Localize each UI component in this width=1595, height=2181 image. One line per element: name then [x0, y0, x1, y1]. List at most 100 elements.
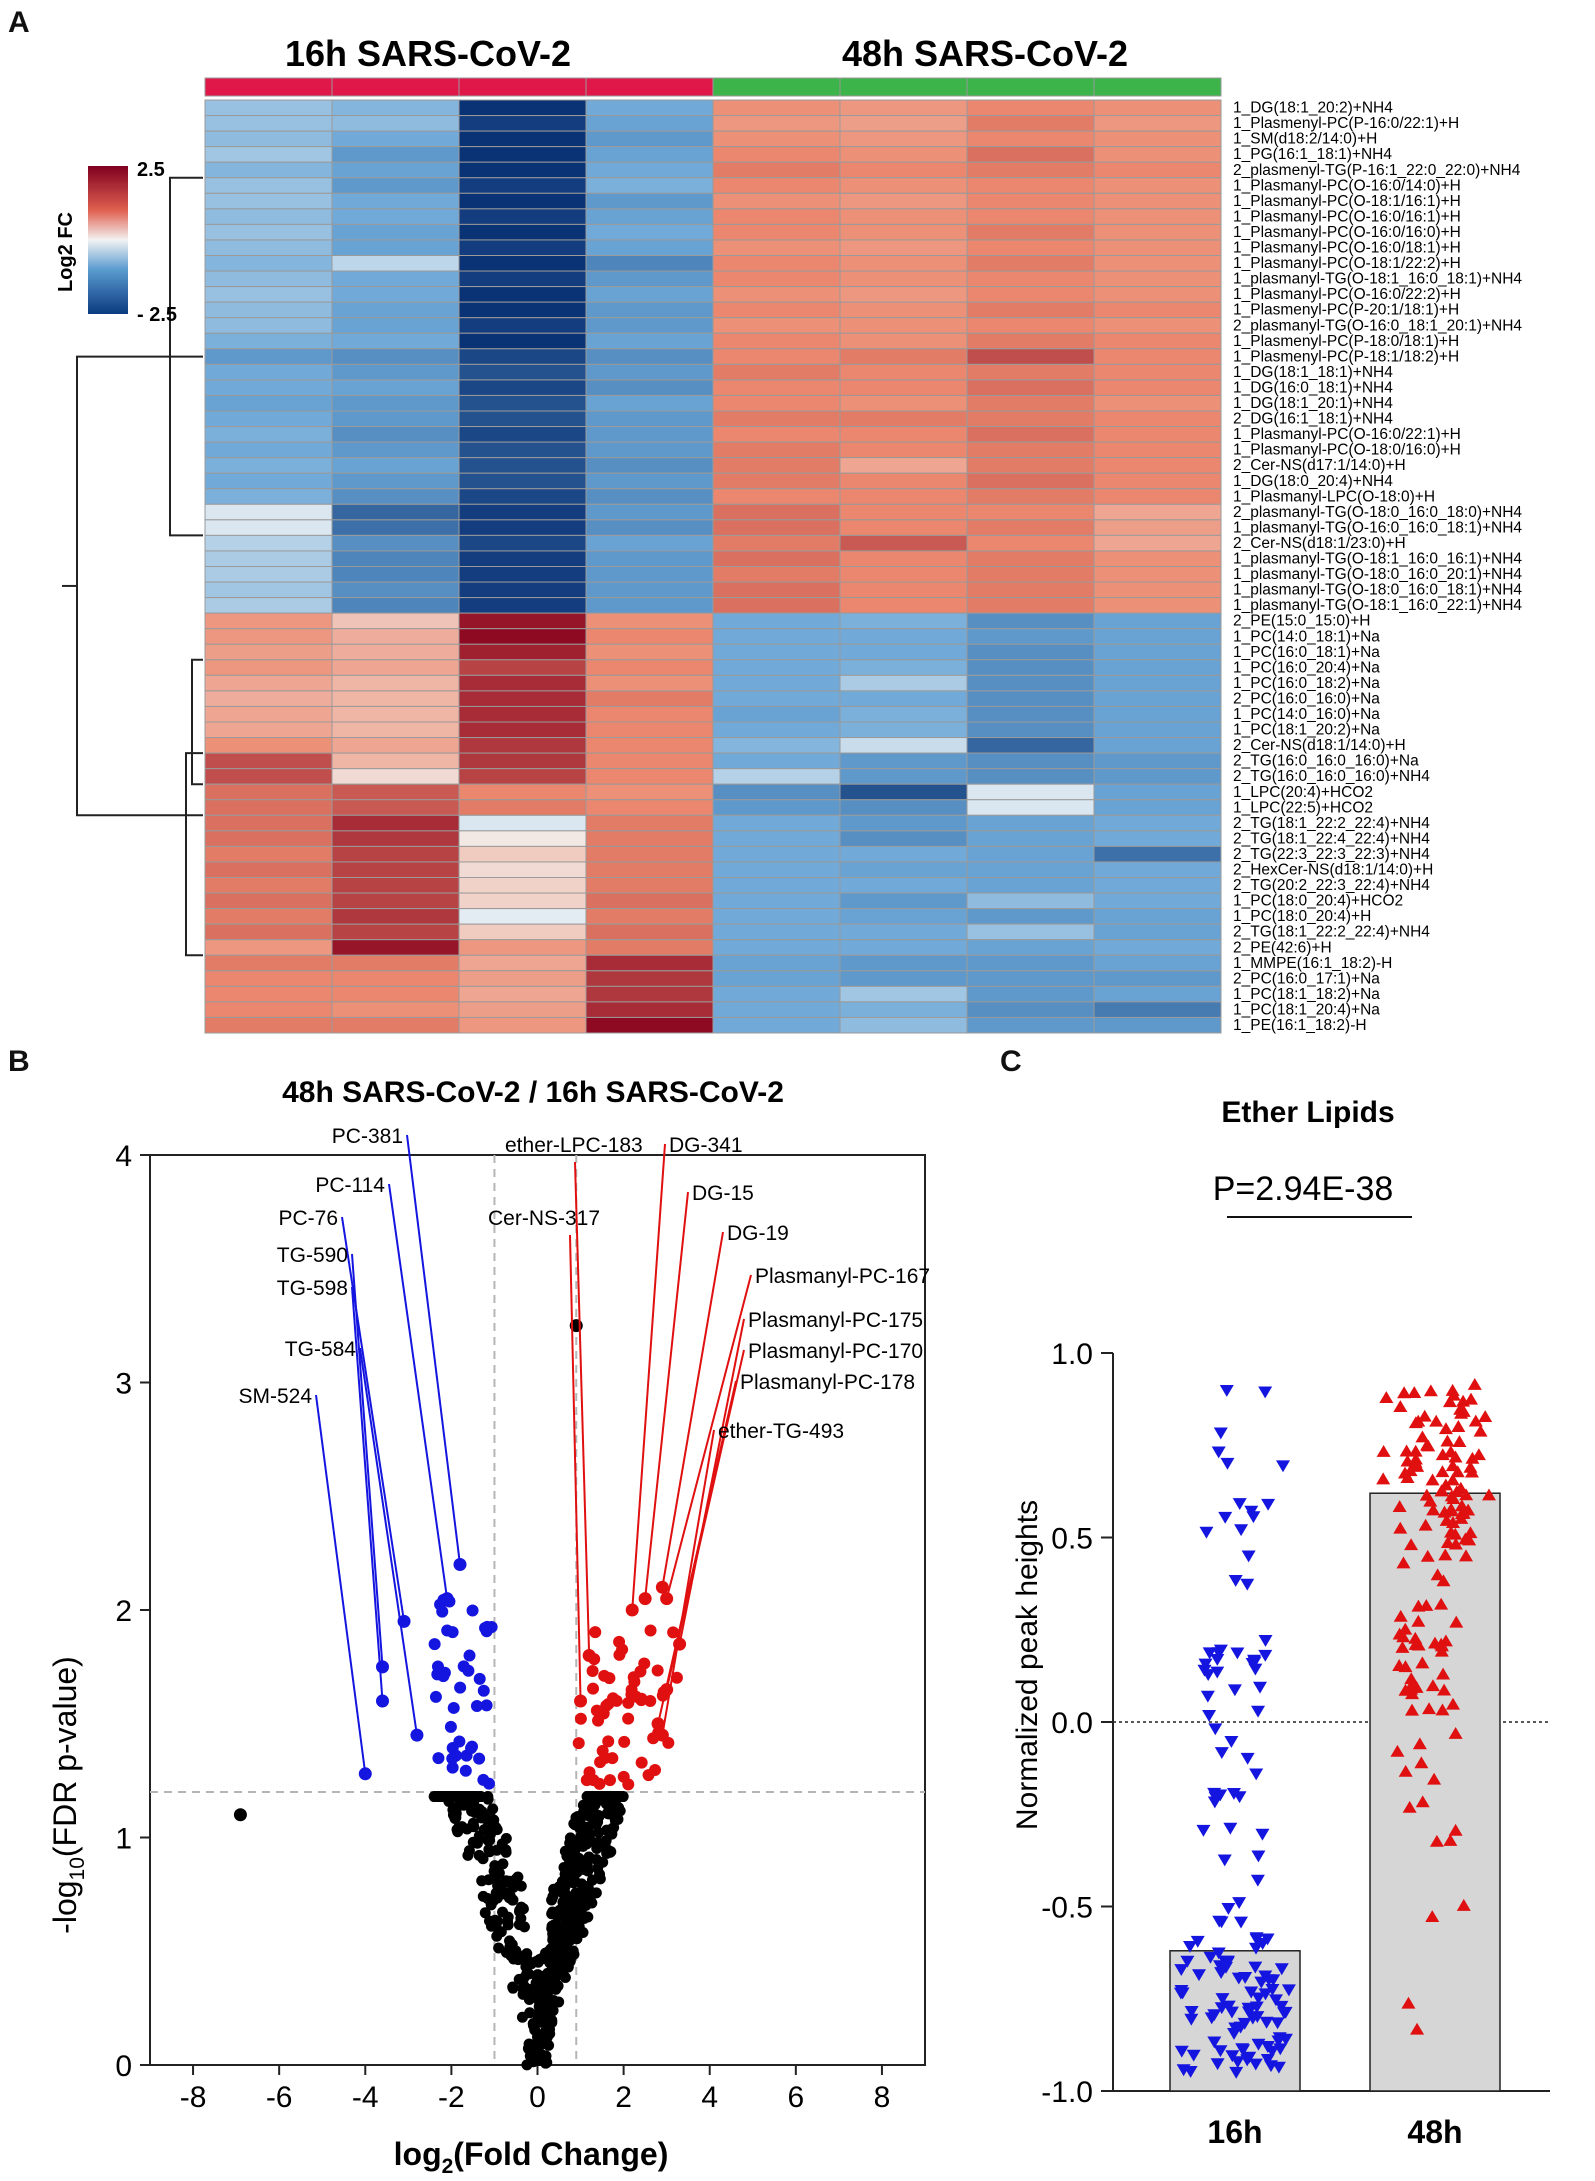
heatmap-cell — [585, 270, 714, 288]
heatmap-cell — [966, 1001, 1095, 1018]
heatmap-row-label: 1_DG(18:1_20:1)+NH4 — [1233, 395, 1393, 412]
heatmap-cell — [331, 861, 460, 879]
triangle-point-48h — [1407, 1386, 1422, 1399]
heatmap-row-label: 1_Plasmanyl-LPC(O-18:0)+H — [1233, 488, 1435, 505]
heatmap-cell — [966, 877, 1095, 894]
triangle-point-48h — [1393, 1521, 1408, 1534]
heatmap-cell — [331, 877, 460, 894]
heatmap-cell — [966, 161, 1095, 179]
heatmap-cell — [331, 690, 460, 707]
data-point-up — [622, 1712, 635, 1725]
triangle-point-16h — [1277, 2007, 1292, 2020]
heatmap-cell — [458, 161, 587, 179]
heatmap-cell — [1093, 612, 1222, 630]
data-point-up — [670, 1671, 683, 1684]
heatmap-cell — [585, 985, 714, 1003]
heatmap-cell — [839, 908, 968, 925]
triangle-point-16h — [1214, 2002, 1229, 2015]
heatmap-cell — [585, 814, 714, 832]
heatmap-cell — [1093, 410, 1222, 428]
heatmap-cell — [712, 877, 841, 894]
heatmap-cell — [458, 970, 587, 987]
triangle-point-48h — [1398, 1764, 1413, 1777]
heatmap-cell — [331, 659, 460, 676]
heatmap-cell — [966, 628, 1095, 645]
heatmap-cell — [966, 783, 1095, 801]
heatmap-cell — [585, 845, 714, 863]
triangle-point-16h — [1213, 1427, 1228, 1440]
heatmap-cell — [585, 970, 714, 987]
group-color-bar — [204, 77, 333, 97]
data-point — [597, 1856, 609, 1868]
heatmap-row-label: 2_Cer-NS(d17:1/14:0)+H — [1233, 457, 1406, 474]
heatmap-cell — [712, 503, 841, 521]
heatmap-cell — [966, 146, 1095, 163]
triangle-point-48h — [1401, 1996, 1416, 2009]
triangle-point-16h — [1258, 1988, 1273, 2001]
triangle-point-16h — [1268, 1994, 1283, 2007]
heatmap-cell — [331, 115, 460, 132]
triangle-point-16h — [1220, 1457, 1235, 1470]
heatmap-cell — [839, 519, 968, 536]
data-point — [556, 1925, 568, 1937]
triangle-point-16h — [1218, 1961, 1233, 1974]
volcano-frame — [149, 1154, 926, 2066]
heatmap-cell — [204, 939, 333, 956]
heatmap-cell — [1093, 845, 1222, 863]
heatmap-cell — [204, 503, 333, 521]
group-color-bar — [712, 77, 841, 97]
heatmap-cell — [839, 379, 968, 396]
data-point-up — [587, 1682, 600, 1695]
heatmap-cell — [204, 99, 333, 117]
heatmap-cell — [839, 923, 968, 941]
data-point-up — [667, 1626, 680, 1639]
heatmap-cell — [331, 255, 460, 272]
heatmap-cell — [585, 317, 714, 334]
data-point — [592, 1837, 604, 1849]
heatmap-row-label: 2_TG(18:1_22:4_22:4)+NH4 — [1233, 830, 1430, 847]
heatmap-cell — [839, 674, 968, 692]
heatmap-cell — [458, 877, 587, 894]
data-point-up — [602, 1735, 615, 1748]
heatmap-cell — [458, 410, 587, 428]
triangle-point-48h — [1423, 1494, 1438, 1507]
triangle-point-16h — [1235, 2043, 1250, 2056]
y-tick-label: 2 — [115, 1595, 132, 1628]
triangle-point-16h — [1271, 2061, 1286, 2074]
annotation-leader — [661, 1231, 724, 1588]
heatmap-cell — [204, 441, 333, 459]
triangle-point-48h — [1465, 1451, 1480, 1464]
heatmap-cell — [966, 130, 1095, 148]
heatmap-cell — [331, 628, 460, 645]
heatmap-cell — [585, 954, 714, 972]
data-point — [516, 2011, 528, 2023]
heatmap-cell — [1093, 99, 1222, 117]
data-point-down — [477, 1773, 490, 1786]
triangle-point-48h — [1445, 1516, 1460, 1528]
heatmap-cell — [712, 705, 841, 723]
triangle-point-16h — [1202, 1709, 1217, 1722]
heatmap-cell — [712, 550, 841, 568]
panel-label-b: B — [8, 1045, 30, 1078]
heatmap-cell — [966, 503, 1095, 521]
heatmap-cell — [1093, 488, 1222, 505]
heatmap-cell — [204, 908, 333, 925]
color-legend-min: - 2.5 — [137, 304, 177, 326]
heatmap-cell — [966, 534, 1095, 552]
heatmap-cell — [712, 301, 841, 319]
data-point — [484, 1834, 496, 1846]
heatmap-cell — [966, 643, 1095, 661]
heatmap-cell — [204, 674, 333, 692]
heatmap-cell — [585, 208, 714, 225]
heatmap-cell — [204, 130, 333, 148]
data-point-up — [635, 1756, 648, 1769]
heatmap-cell — [1093, 503, 1222, 521]
data-point — [547, 1890, 559, 1902]
heatmap-cell — [585, 192, 714, 210]
heatmap-cell — [839, 612, 968, 630]
heatmap-cell — [458, 441, 587, 459]
triangle-point-48h — [1415, 1795, 1430, 1808]
data-point — [557, 1905, 569, 1917]
heatmap-cell — [1093, 628, 1222, 645]
heatmap-cell — [331, 768, 460, 785]
